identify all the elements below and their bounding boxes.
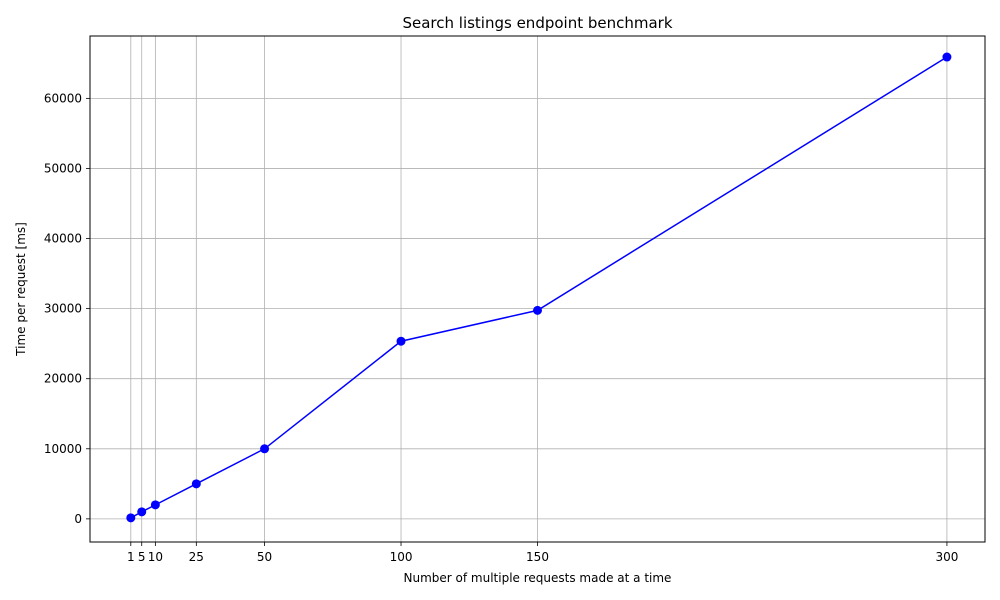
y-tick-label: 50000 — [44, 161, 82, 175]
x-tick-label: 25 — [189, 550, 204, 564]
y-axis: 0 10000 20000 30000 40000 50000 60000 — [44, 91, 90, 526]
x-tick-label: 150 — [526, 550, 549, 564]
y-tick-label: 20000 — [44, 372, 82, 386]
y-tick-label: 10000 — [44, 442, 82, 456]
y-tick-label: 60000 — [44, 91, 82, 105]
x-axis: 1 5 10 25 50 100 150 300 — [127, 542, 958, 564]
data-point — [150, 500, 160, 510]
data-point — [191, 479, 201, 489]
data-point — [260, 444, 270, 454]
y-tick-label: 40000 — [44, 232, 82, 246]
x-axis-label: Number of multiple requests made at a ti… — [404, 571, 672, 585]
data-point — [942, 52, 952, 62]
data-point — [126, 513, 136, 523]
data-point — [137, 507, 147, 517]
x-tick-label: 300 — [935, 550, 958, 564]
data-point — [396, 336, 406, 346]
x-tick-label: 100 — [390, 550, 413, 564]
y-axis-label: Time per request [ms] — [14, 222, 28, 357]
y-tick-label: 0 — [74, 512, 82, 526]
series-layer — [126, 52, 952, 523]
grid — [90, 36, 985, 542]
data-point — [533, 305, 542, 315]
y-tick-label: 30000 — [44, 302, 82, 316]
chart-title: Search listings endpoint benchmark — [402, 14, 672, 32]
x-tick-label: 1 — [127, 550, 135, 564]
x-tick-label: 50 — [257, 550, 272, 564]
x-tick-label: 5 — [138, 550, 146, 564]
x-tick-label: 10 — [148, 550, 163, 564]
